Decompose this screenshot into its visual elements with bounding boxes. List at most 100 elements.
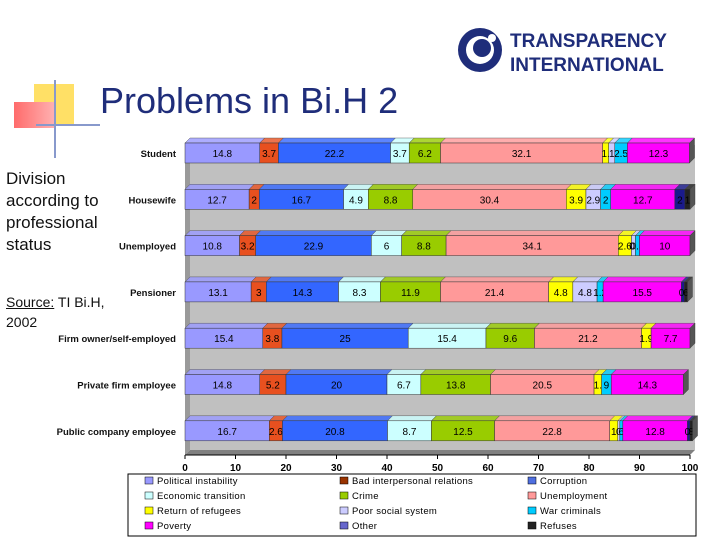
data-label: 0. [629,242,637,253]
bar-segment-top [277,137,397,144]
data-label: 9 [604,381,610,392]
x-tick-label: 60 [482,463,494,474]
category-label: Firm owner/self-employed [58,334,176,345]
x-tick-label: 10 [230,463,242,474]
bar-segment-top [639,230,696,236]
bar-segment-top [533,323,648,329]
legend-swatch [527,476,537,485]
data-label: 6.7 [397,381,411,392]
transparency-international-logo: TRANSPARENCY INTERNATIONAL [458,28,667,76]
data-label: 10 [659,242,671,253]
data-label: 3.9 [569,195,583,206]
category-label: Public company employee [57,427,176,438]
bar-segment-top [602,276,687,283]
x-tick-label: 0 [182,463,188,474]
bar-segment-top [184,323,269,329]
data-label: 16.7 [217,427,237,438]
legend-label: Political instability [157,476,238,487]
data-label: 8.8 [417,242,431,253]
decor-line-horizontal [36,124,100,126]
legend-swatch [339,506,349,515]
legend-swatch [144,491,154,500]
bar-segment-top [490,369,600,375]
bar-segment-top [184,184,255,190]
data-label: 15.5 [633,288,653,299]
data-label: 0 [616,427,622,438]
data-label: 1.9 [639,334,653,345]
data-label: 9.6 [503,334,517,345]
data-label: 12.5 [453,427,473,438]
legend-swatch [144,476,154,485]
decor-line-vertical [54,80,56,158]
category-label: Housewife [128,195,176,206]
data-label: 15.4 [437,334,457,345]
bar-segment-top [494,415,616,421]
legend-label: Refuses [540,521,577,532]
bar-segment-top [386,369,427,375]
data-label: 12.7 [207,195,227,206]
bar-segment-top [370,230,408,236]
data-label: 5.2 [266,381,280,392]
bar-segment-top [184,137,266,144]
data-label: 1. [601,149,609,160]
source-value: TI Bi.H, 2002 [6,294,105,330]
legend-swatch [144,506,154,515]
bar-segment-top [184,276,257,283]
legend-label: Poverty [157,521,191,532]
bar-segment-top [610,184,681,190]
category-label: Private firm employee [77,381,176,392]
data-label: 12.8 [645,427,665,438]
bar-segment-top [430,415,501,421]
bar-segment-top [440,137,609,144]
bar-segment-top [387,415,437,421]
data-label: 1 [609,149,615,160]
data-label: 3.7 [393,149,407,160]
legend-swatch [339,521,349,530]
data-label: 30.4 [480,195,500,206]
data-label: 2 [677,195,683,206]
bar-segment-top [440,276,555,283]
legend-label: War criminals [540,506,601,517]
legend-label: Economic transition [157,491,246,502]
category-label: Student [141,149,177,160]
data-label: 2.6 [618,242,632,253]
data-label: 3.8 [265,334,279,345]
logo-line-2: INTERNATIONAL [510,55,664,76]
bar-segment-top [408,137,447,144]
data-label: 6 [683,288,689,299]
data-label: 14.8 [213,381,233,392]
bar-end-face [689,137,695,164]
bar-segment-top [622,415,693,421]
data-label: 12.7 [633,195,653,206]
data-label: 11.9 [401,288,420,299]
data-label: 0.8 [631,242,645,253]
bar-end-face [689,183,696,210]
bar-end-face [687,276,693,303]
legend-label: Bad interpersonal relations [352,476,473,487]
bar-end-face [683,369,689,395]
data-label: 21.2 [578,334,598,345]
legend-box [127,473,697,537]
data-label: 4.8 [554,288,568,299]
data-label: 4.8 [578,288,592,299]
x-tick-label: 100 [682,463,699,474]
data-label: 4.9 [349,195,363,206]
data-label: 8.3 [353,288,367,299]
data-label: 20 [331,381,343,392]
bar-segment-top [184,415,275,421]
data-label: 2.6 [269,427,283,438]
data-label: 14.8 [213,149,233,160]
data-label: 10.8 [203,242,223,253]
data-label: 21.4 [485,288,505,299]
bar-segment-top [420,369,497,375]
bar-segment-top [401,230,452,236]
data-label: 6 [619,427,625,438]
x-tick-label: 90 [634,463,646,474]
plot-floor [185,450,695,455]
data-label: 8.7 [403,427,417,438]
data-label: 2 [603,195,609,206]
data-label: 16.7 [292,195,312,206]
bar-segment-top [367,184,419,190]
bar-segment-top [281,415,393,421]
x-tick-label: 70 [533,463,545,474]
